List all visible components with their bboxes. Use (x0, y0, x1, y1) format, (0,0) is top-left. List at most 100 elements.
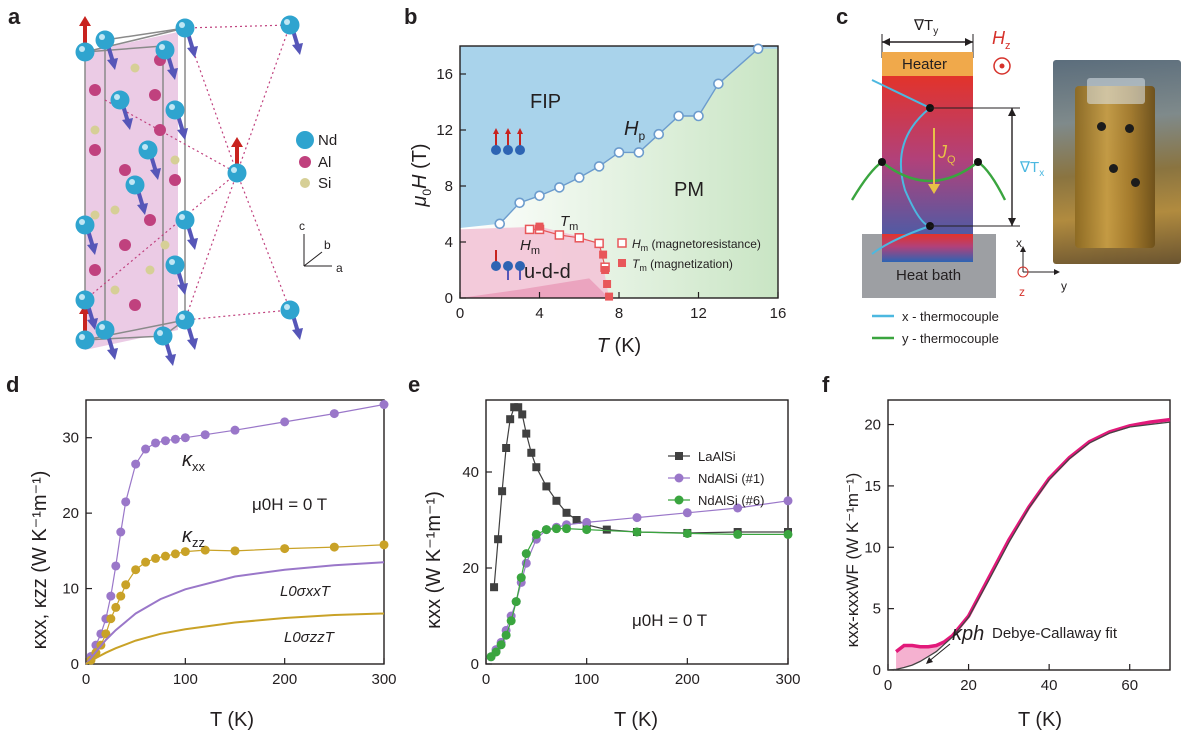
heater-block (882, 52, 973, 76)
series-line (490, 500, 789, 658)
data-point (551, 524, 561, 534)
legend-si: Si (318, 175, 331, 192)
nd-atom-highlight (159, 44, 165, 50)
nd-atom (227, 163, 247, 183)
data-point (180, 433, 190, 443)
field-annotation: μ0H = 0 T (632, 611, 707, 630)
y-tick-label: 5 (873, 601, 881, 618)
si-atom (160, 240, 170, 250)
data-point (562, 508, 571, 517)
x-tick-label: 0 (884, 677, 892, 694)
data-point (200, 430, 210, 440)
spin-down-arrowhead (137, 203, 148, 215)
y-tick-label: 0 (873, 662, 881, 679)
jq-label: JQ (937, 142, 956, 166)
y-axis-label: κxx, κzz (W K⁻¹m⁻¹) (29, 471, 51, 650)
nd-atom-highlight (231, 167, 237, 173)
nd-atom-highlight (179, 314, 185, 320)
kxx-annotation: κxx (182, 449, 206, 474)
plot-area: 0 100 200 300 0 10 20 30 (62, 399, 397, 688)
data-point (511, 597, 521, 607)
panel-a-crystal-structure: a Nd Al Si c b a (8, 4, 343, 366)
al-atom (149, 89, 161, 101)
plot-area: 0 20 40 60 0 5 10 15 20 (864, 399, 1171, 694)
tm-label: Tm (560, 213, 578, 233)
panel-c-measurement-setup: c ∇Ty Hz Heater Heat bath JQ ∇Tx x y z x… (836, 4, 1067, 346)
x-tick-label: 12 (690, 305, 707, 322)
hz-out-of-plane-icon (993, 57, 1011, 75)
hm-point (574, 233, 584, 243)
data-point (532, 463, 541, 472)
hp-label: Hp (624, 118, 645, 143)
panel-e-label: e (408, 372, 420, 397)
al-atom (89, 144, 101, 156)
nd-atom (125, 175, 145, 195)
data-point (280, 417, 290, 427)
al-atom (169, 174, 181, 186)
y-tick-label: 40 (462, 464, 479, 481)
si-atom (130, 63, 140, 73)
data-point (562, 524, 572, 534)
series-line-L0σxxT (85, 561, 385, 665)
spin-up-arrowhead (493, 128, 499, 134)
data-point (106, 614, 116, 624)
spin-up-arrowhead (79, 16, 91, 26)
data-point (230, 425, 240, 435)
panel-f-phonon-chart: f 0 20 40 60 0 5 10 15 20 κxx-κxxWF (W K⁻¹m⁻¹) T… (822, 372, 1171, 731)
hm-point (554, 230, 565, 240)
spin-down-arrowhead (177, 283, 188, 295)
annotation-arrow (927, 643, 951, 663)
data-point (516, 573, 526, 583)
plot-frame (887, 399, 1171, 671)
x-axis-label: T (K) (1018, 709, 1062, 731)
nd-atom (138, 140, 158, 160)
y-tick-label: 4 (445, 234, 453, 251)
x-tick-label: 60 (1121, 677, 1138, 694)
spin-down-arrowhead (122, 118, 133, 130)
data-point (116, 591, 126, 601)
y-tick-label: 12 (436, 122, 453, 139)
hp-point (494, 218, 506, 230)
nd-atom (95, 30, 115, 50)
data-point (496, 640, 506, 650)
data-point (572, 516, 581, 524)
data-point (514, 403, 523, 412)
hp-point (514, 197, 525, 209)
nd-atom (175, 18, 195, 38)
legend-tm-icon (618, 259, 626, 267)
phase-plot-area: 0 4 8 12 16 0 4 8 12 16 FIP PM u-d-d Hp Hm Tm Hm (magnet… (409, 43, 786, 357)
y-axis-label: κxx (W K⁻¹m⁻¹) (423, 491, 445, 629)
data-point (151, 553, 161, 563)
data-point (733, 529, 743, 539)
data-point (491, 647, 501, 657)
nd-atom (75, 290, 95, 310)
data-point (582, 517, 592, 527)
legend-marker (675, 452, 683, 460)
x-tick-label: 4 (535, 305, 543, 322)
kph-annotation: κph (952, 623, 984, 645)
hp-point (752, 43, 764, 55)
data-point (541, 525, 551, 535)
kzz-annotation: κzz (182, 525, 205, 550)
data-point (552, 496, 561, 505)
spin-ball-icon (515, 261, 525, 271)
panel-d-label: d (6, 372, 19, 397)
data-point (542, 482, 551, 491)
hp-point (554, 182, 565, 193)
axis-z-label: z (1019, 285, 1025, 299)
x-tick-label: 100 (173, 671, 198, 688)
y-tick-label: 16 (436, 66, 453, 83)
hm-point (594, 238, 604, 249)
heater-label: Heater (902, 56, 947, 73)
legend-al: Al (318, 154, 331, 171)
data-point (141, 557, 151, 567)
y-tick-label: 0 (471, 656, 479, 673)
data-point (783, 496, 793, 506)
tm-point (605, 292, 614, 301)
hp-point (713, 78, 724, 90)
data-point (527, 448, 536, 457)
al-atom (144, 214, 156, 226)
data-point (106, 591, 116, 601)
data-point (506, 616, 516, 626)
nd-atom (75, 42, 95, 62)
